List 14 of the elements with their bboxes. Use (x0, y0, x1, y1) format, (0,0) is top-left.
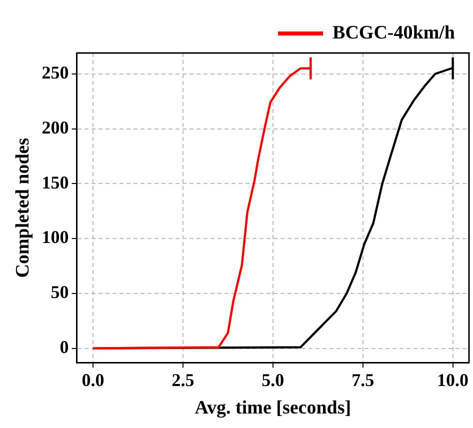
x-tick-label: 10.0 (437, 370, 469, 390)
y-tick-label: 100 (42, 227, 69, 248)
y-tick-label: 200 (42, 117, 69, 138)
x-tick-label: 5.0 (262, 370, 284, 390)
x-tick-label: 2.5 (172, 370, 194, 390)
y-tick-label: 0 (60, 336, 69, 357)
x-tick-label: 0.0 (82, 370, 104, 390)
x-tick-label: 7.5 (352, 370, 374, 390)
y-tick-label: 250 (42, 62, 69, 83)
y-tick-label: 50 (50, 282, 69, 302)
y-tick-label: 150 (42, 172, 69, 192)
legend-label: BCGC-40km/h (332, 22, 456, 44)
y-axis-title: Completed nodes (12, 138, 34, 278)
x-axis-title: Avg. time [seconds] (194, 398, 352, 419)
